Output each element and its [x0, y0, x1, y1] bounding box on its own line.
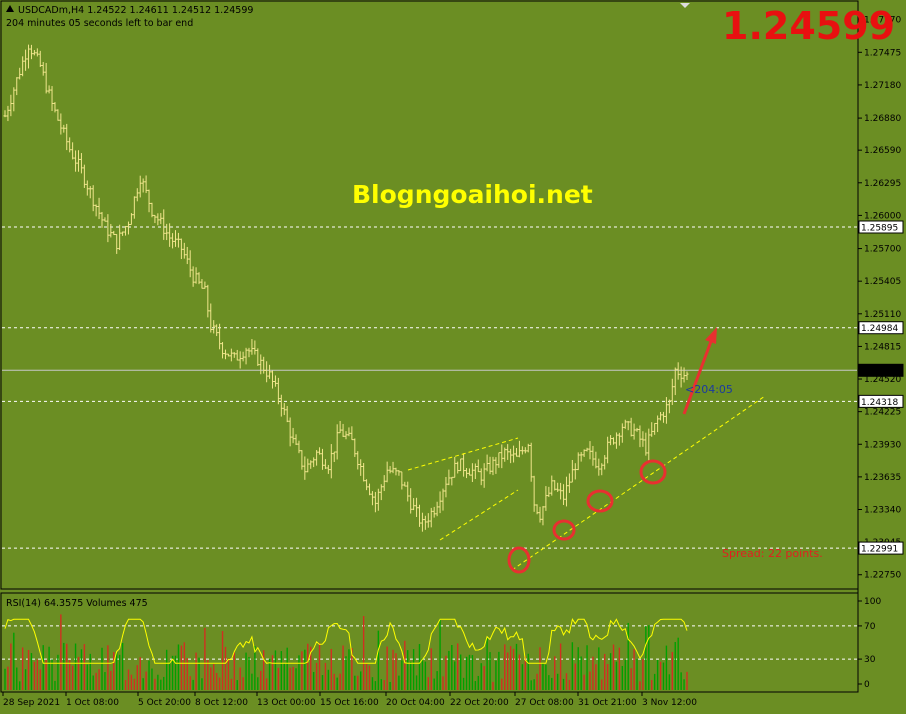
symbol-header: USDCADm,H4 1.24522 1.24611 1.24512 1.245…	[18, 5, 253, 16]
y-tick-label: 1.25700	[864, 245, 901, 255]
bar-timer: 204 minutes 05 seconds left to bar end	[6, 18, 193, 29]
y-tick-label: 1.22750	[864, 571, 901, 581]
watermark: Blogngoaihoi.net	[352, 180, 593, 209]
y-tick-label: 1.27180	[864, 81, 901, 91]
x-tick-label: 27 Oct 08:00	[515, 698, 574, 708]
y-tick-label: 1.26590	[864, 146, 901, 156]
y-tick-label: 1.26295	[864, 179, 901, 189]
circle-low-4	[639, 459, 667, 485]
up-arrow-shaft	[682, 335, 715, 415]
ascending-support-line[interactable]	[511, 395, 766, 571]
x-tick-label: 5 Oct 20:00	[138, 698, 191, 708]
rsi-line	[4, 618, 688, 664]
y-tick-label: 1.25110	[864, 310, 901, 320]
rsi-tick-label: 30	[864, 655, 876, 665]
up-arrow-head	[705, 327, 717, 344]
x-tick-label: 1 Oct 08:00	[66, 698, 119, 708]
level-label-box	[858, 321, 904, 335]
spread-label: Spread: 22 points.	[722, 547, 823, 560]
circle-low-2	[552, 519, 576, 541]
level-label-box	[858, 363, 904, 377]
level-label: 1.22991	[861, 545, 898, 555]
level-label: 1.25895	[861, 224, 898, 234]
x-tick-label: 20 Oct 04:00	[386, 698, 445, 708]
trendlines[interactable]	[407, 395, 766, 571]
y-tick-label: 1.23930	[864, 440, 901, 450]
chart-shift-arrow-icon[interactable]	[680, 3, 690, 8]
rsi-tick-label: 0	[864, 680, 870, 690]
circle-low-3	[586, 489, 614, 513]
x-tick-label: 8 Oct 12:00	[195, 698, 248, 708]
x-tick-label: 31 Oct 21:00	[578, 698, 637, 708]
channel-lower-line[interactable]	[439, 489, 519, 541]
rsi-tick-label: 70	[864, 622, 876, 632]
y-tick-label: 1.24815	[864, 342, 901, 352]
y-tick-label: 1.26000	[864, 211, 901, 221]
y-tick-label: 1.26880	[864, 114, 901, 124]
level-label: 1.24984	[861, 324, 898, 334]
x-tick-label: 22 Oct 20:00	[450, 698, 509, 708]
y-tick-label: 1.23635	[864, 473, 901, 483]
level-label-box	[858, 394, 904, 408]
rsi-tick-label: 100	[864, 597, 881, 607]
y-tick-label: 1.27770	[864, 16, 901, 26]
countdown-label: <204:05	[685, 383, 733, 396]
x-tick-label: 3 Nov 12:00	[642, 698, 697, 708]
y-tick-label: 1.24520	[864, 375, 901, 385]
y-tick-label: 1.27475	[864, 48, 901, 58]
level-label: 1.24599	[861, 367, 898, 377]
level-label-box	[858, 220, 904, 234]
rsi-label: RSI(14) 64.3575 Volumes 475	[6, 598, 148, 609]
big-price-readout: 1.24599	[722, 4, 895, 48]
y-tick-label: 1.23340	[864, 505, 901, 515]
y-tick-label: 1.25405	[864, 277, 901, 287]
circle-low-1	[507, 546, 531, 574]
x-tick-label: 13 Oct 00:00	[257, 698, 316, 708]
level-label: 1.24318	[861, 398, 898, 408]
triangle-icon	[6, 5, 14, 12]
x-tick-label: 28 Sep 2021	[3, 698, 60, 708]
annotations	[507, 327, 717, 574]
channel-upper-line[interactable]	[407, 437, 519, 471]
x-tick-label: 15 Oct 16:00	[320, 698, 379, 708]
main-chart-area[interactable]	[0, 0, 859, 590]
level-label-box	[858, 541, 904, 555]
y-tick-label: 1.24225	[864, 408, 901, 418]
